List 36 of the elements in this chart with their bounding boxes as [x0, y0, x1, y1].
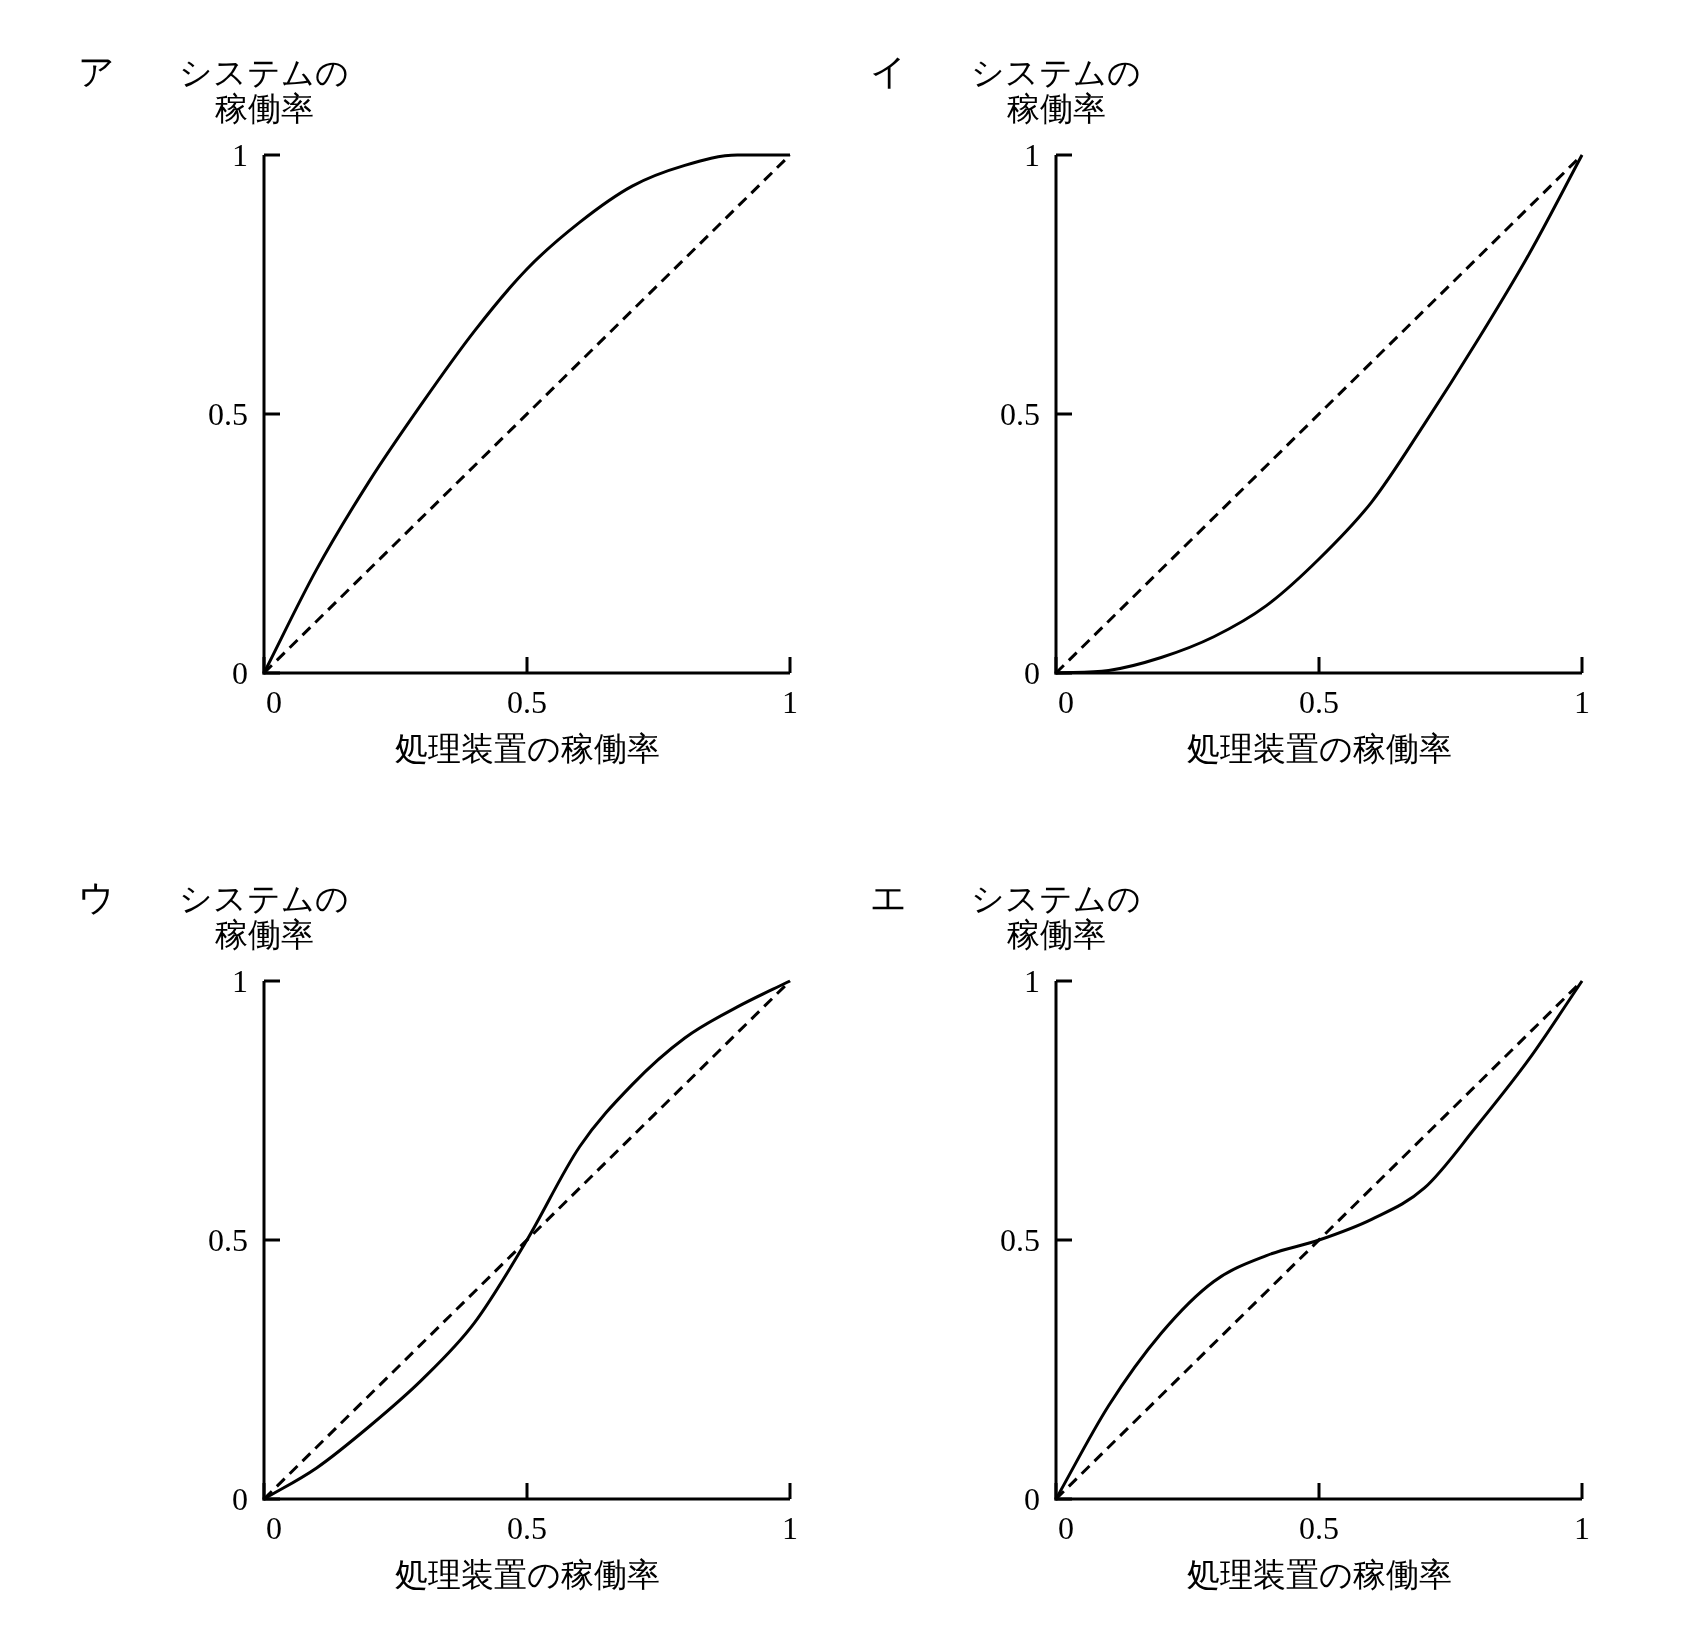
x-tick-label: 0	[266, 684, 282, 720]
x-axis-title: 処理装置の稼働率	[394, 1557, 660, 1593]
chart-title: ウ	[78, 878, 115, 918]
y-tick-label: 0	[232, 655, 248, 691]
y-axis-title: システムの稼働率	[179, 881, 349, 953]
chart-title: イ	[870, 52, 907, 92]
x-tick-label: 1	[782, 684, 798, 720]
y-tick-label: 0.5	[208, 396, 248, 432]
y-tick-label: 1	[1024, 137, 1040, 173]
y-tick-label: 1	[232, 137, 248, 173]
x-axis-title: 処理装置の稼働率	[1186, 731, 1452, 767]
x-tick-label: 0	[1058, 684, 1074, 720]
y-tick-label: 0	[232, 1481, 248, 1517]
x-tick-label: 0	[1058, 1510, 1074, 1546]
y-tick-label: 1	[1024, 963, 1040, 999]
x-tick-label: 0.5	[1299, 684, 1339, 720]
y-tick-label: 0	[1024, 1481, 1040, 1517]
x-tick-label: 1	[782, 1510, 798, 1546]
y-axis-title: システムの稼働率	[971, 881, 1141, 953]
y-axis-title: システムの稼働率	[179, 55, 349, 127]
x-tick-label: 0	[266, 1510, 282, 1546]
x-tick-label: 0.5	[507, 684, 547, 720]
y-tick-label: 0.5	[1000, 1222, 1040, 1258]
y-tick-label: 1	[232, 963, 248, 999]
y-tick-label: 0.5	[208, 1222, 248, 1258]
y-tick-label: 0.5	[1000, 396, 1040, 432]
x-tick-label: 0.5	[1299, 1510, 1339, 1546]
chart-title: エ	[870, 878, 907, 918]
y-tick-label: 0	[1024, 655, 1040, 691]
y-axis-title: システムの稼働率	[971, 55, 1141, 127]
x-axis-title: 処理装置の稼働率	[394, 731, 660, 767]
x-tick-label: 1	[1574, 684, 1590, 720]
x-tick-label: 1	[1574, 1510, 1590, 1546]
chart-title: ア	[78, 52, 115, 92]
x-tick-label: 0.5	[507, 1510, 547, 1546]
x-axis-title: 処理装置の稼働率	[1186, 1557, 1452, 1593]
